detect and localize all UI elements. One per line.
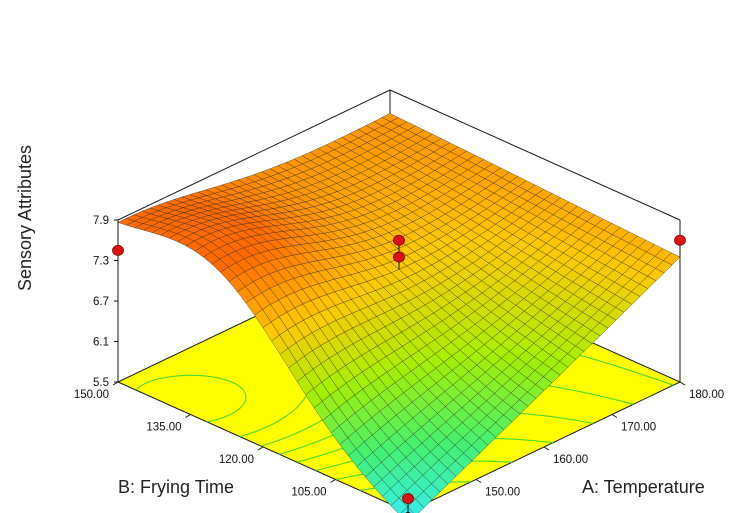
box-edge <box>389 89 681 221</box>
x-tick-label: 160.00 <box>553 454 588 466</box>
z-tick-label: 7.3 <box>93 256 109 268</box>
x-axis-title: A: Temperature <box>582 477 705 497</box>
y-tick-mark <box>257 446 264 451</box>
design-point-marker <box>402 493 414 504</box>
design-points <box>112 222 686 513</box>
x-tick-label: 180.00 <box>689 389 724 401</box>
y-tick-label: 150.00 <box>74 389 109 401</box>
contour-line <box>135 374 247 423</box>
design-point-marker <box>674 234 686 246</box>
box-edge <box>117 89 391 221</box>
x-tick-mark <box>543 446 550 451</box>
z-axis-title: Sensory Attributes <box>15 145 35 291</box>
z-tick-label: 5.5 <box>93 377 109 389</box>
y-tick-label: 135.00 <box>146 422 181 434</box>
y-tick-mark <box>112 381 119 386</box>
z-tick-label: 6.7 <box>93 296 109 308</box>
response-surface <box>117 113 681 513</box>
x-tick-mark <box>475 479 482 483</box>
y-tick-label: 120.00 <box>219 454 254 466</box>
y-tick-mark <box>330 479 336 483</box>
y-tick-mark <box>185 414 191 418</box>
x-tick-mark <box>611 414 618 418</box>
design-point-marker <box>112 244 124 256</box>
axis-ticks: 5.56.16.77.37.990.00105.00120.00135.0015… <box>74 215 724 513</box>
x-tick-label: 170.00 <box>621 422 656 434</box>
z-tick-label: 7.9 <box>93 215 109 227</box>
design-point-marker <box>393 234 405 246</box>
x-tick-mark <box>679 381 686 386</box>
design-point-marker <box>393 251 405 263</box>
x-tick-label: 150.00 <box>485 487 520 499</box>
y-axis-title: B: Frying Time <box>118 477 234 497</box>
z-tick-label: 6.1 <box>93 337 109 349</box>
y-tick-label: 105.00 <box>291 487 326 499</box>
